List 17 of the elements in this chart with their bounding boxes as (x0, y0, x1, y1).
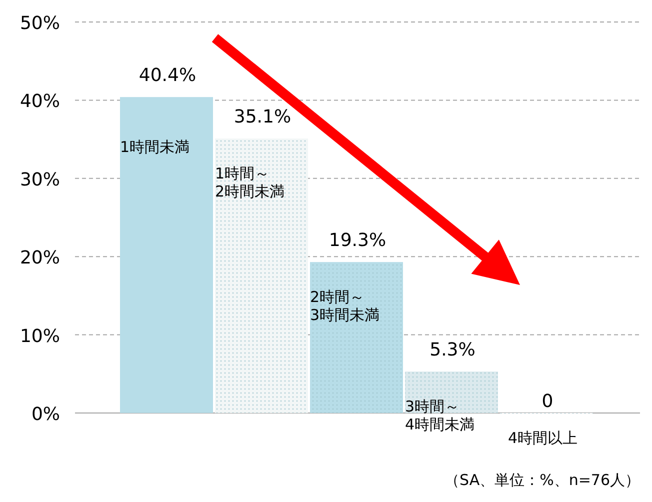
y-tick-label: 30% (20, 169, 60, 190)
text: （SA、単位：%、n=76人） (444, 471, 640, 489)
data-label: 5.3% (430, 340, 476, 361)
y-tick-label: 20% (20, 248, 60, 269)
x-tick-label: 4時間以上 (508, 429, 578, 447)
x-tick-label: 2時間～3時間未満 (310, 288, 380, 324)
y-tick-label: 0% (31, 404, 60, 425)
data-label: 35.1% (234, 106, 292, 128)
data-label: 0 (542, 391, 554, 412)
y-tick-label: 40% (20, 91, 60, 112)
data-label: 19.3% (328, 230, 386, 252)
data-label: 40.4% (138, 65, 196, 86)
y-tick-label: 10% (20, 326, 60, 347)
x-tick-label: 1時間～2時間未満 (215, 164, 285, 201)
x-tick-label: 3時間～4時間未満 (405, 398, 475, 434)
y-tick-label: 50% (20, 13, 60, 34)
x-tick-label: 1時間未満 (120, 138, 190, 156)
